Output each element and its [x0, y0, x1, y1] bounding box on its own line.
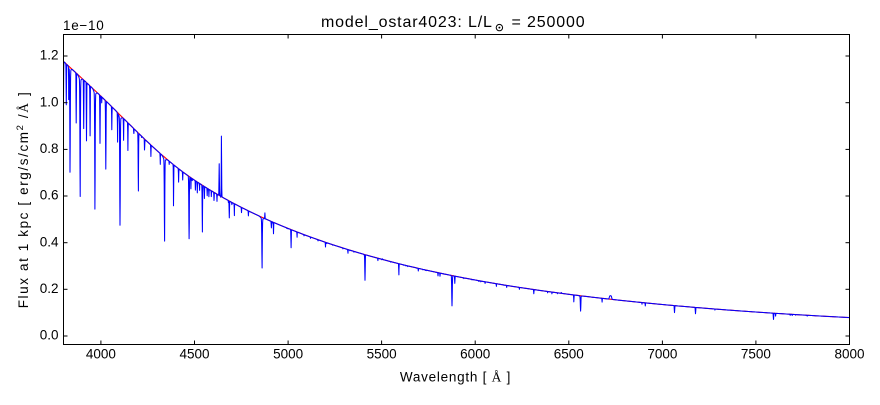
svg-text:0.4: 0.4: [40, 234, 59, 249]
svg-text:Wavelength [ Å ]: Wavelength [ Å ]: [400, 369, 511, 384]
svg-text:4000: 4000: [86, 347, 116, 362]
svg-text:6000: 6000: [460, 347, 490, 362]
svg-text:7500: 7500: [741, 347, 771, 362]
svg-text:5000: 5000: [273, 347, 303, 362]
svg-text:6500: 6500: [554, 347, 584, 362]
svg-text:4500: 4500: [179, 347, 209, 362]
svg-text:model_ostar4023: L/L: model_ostar4023: L/L: [321, 14, 493, 31]
svg-text:1e−10: 1e−10: [63, 18, 104, 33]
svg-text:0.2: 0.2: [40, 281, 59, 296]
svg-text:5500: 5500: [367, 347, 397, 362]
svg-text:1.0: 1.0: [40, 94, 59, 109]
svg-text:0.0: 0.0: [40, 328, 59, 343]
svg-text:7000: 7000: [647, 347, 677, 362]
svg-text:8000: 8000: [834, 347, 864, 362]
svg-text:1.2: 1.2: [40, 48, 59, 63]
svg-text:0.6: 0.6: [40, 188, 59, 203]
svg-text:Flux at 1 kpc [ erg/s/cm2 /Å ]: Flux at 1 kpc [ erg/s/cm2 /Å ]: [15, 91, 31, 309]
svg-text:= 250000: = 250000: [512, 14, 586, 31]
svg-text:0.8: 0.8: [40, 141, 59, 156]
